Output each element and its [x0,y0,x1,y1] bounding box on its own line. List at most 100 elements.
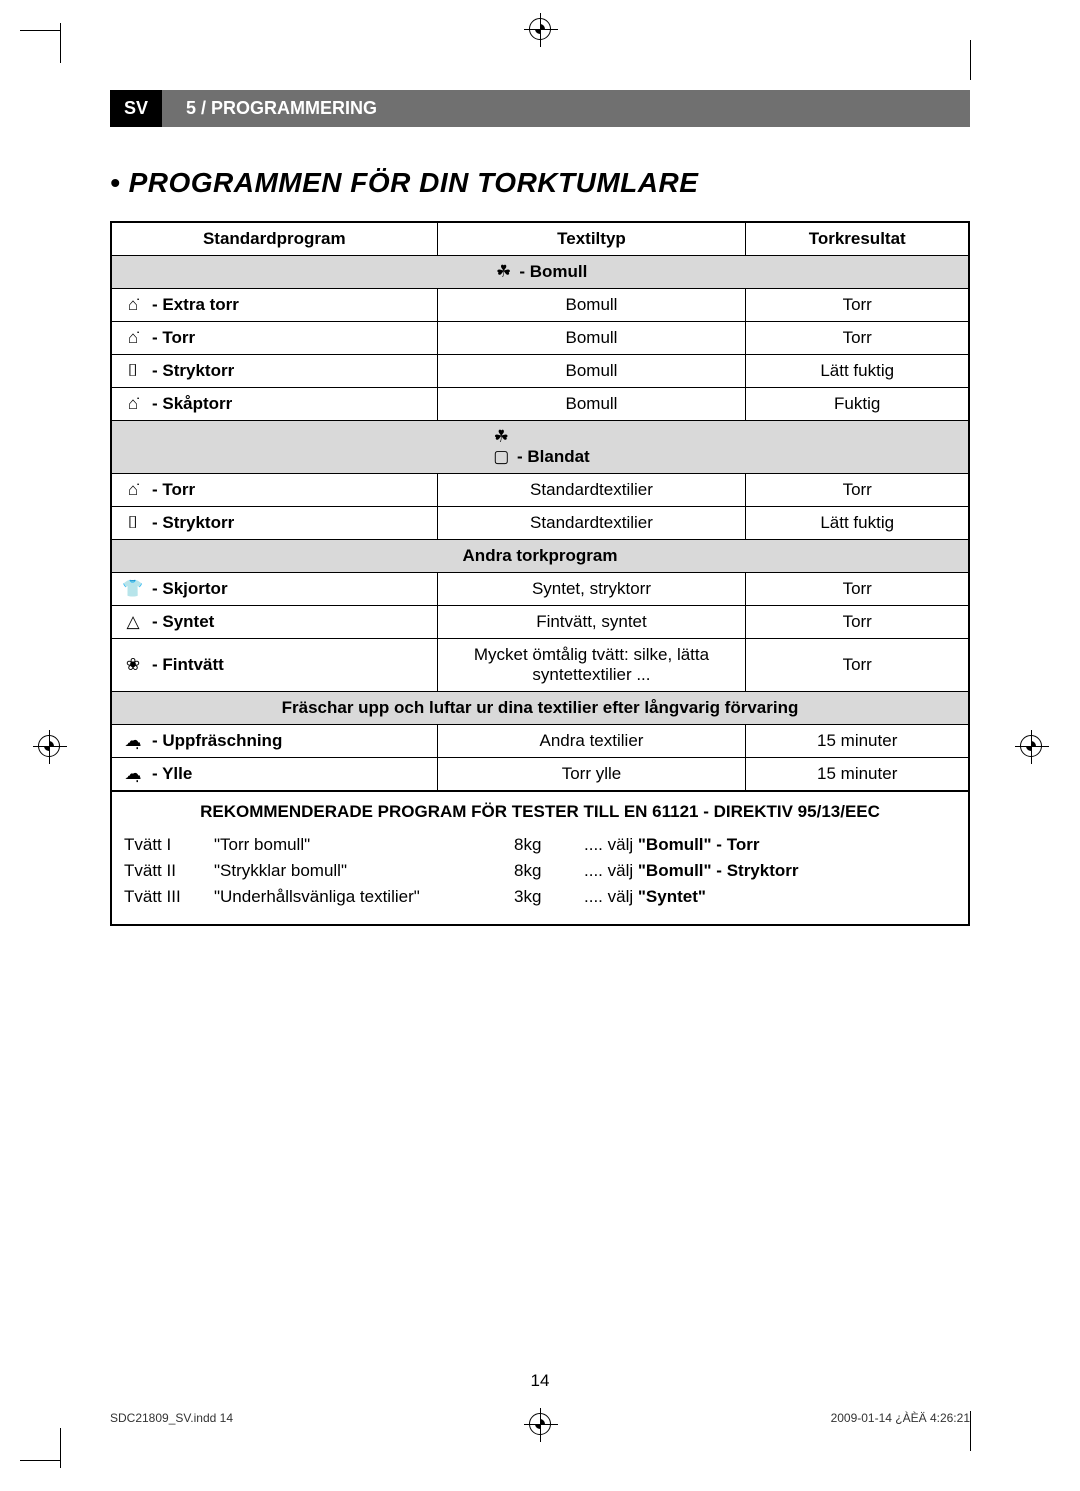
program-name: - Torr [152,328,195,348]
program-cell: ❀ - Fintvätt [111,639,437,692]
cupboard-dry-icon: ⌂̇ [122,394,144,414]
wash-label: Tvätt I [124,835,214,855]
recommended-row: Tvätt III"Underhållsvänliga textilier"3k… [124,884,956,910]
table-row: ❀ - FintvättMycket ömtålig tvätt: silke,… [111,639,969,692]
textile-cell: Standardtextilier [437,474,746,507]
shirts-icon: 👕 [122,579,144,599]
registration-mark-icon [529,18,551,40]
program-cell: ⌂̇ - Extra torr [111,289,437,322]
program-cell: ⌂̇ - Skåptorr [111,388,437,421]
program-cell: ⌷ - Stryktorr [111,355,437,388]
table-row: ☁̣ - UppfräschningAndra textilier15 minu… [111,725,969,758]
recommended-row: Tvätt I"Torr bomull"8kg.... välj "Bomull… [124,832,956,858]
result-cell: Torr [746,474,969,507]
result-cell: Torr [746,289,969,322]
dry-icon: ⌂̇ [122,480,144,500]
result-cell: 15 minuter [746,758,969,792]
col-header-result: Torkresultat [746,222,969,256]
wash-label: Tvätt III [124,887,214,907]
category-row: Andra torkprogram [111,540,969,573]
dry-icon: ⌂̇ [122,328,144,348]
table-row: ⌂̇ - TorrStandardtextilierTorr [111,474,969,507]
wash-weight: 3kg [514,887,584,907]
program-name: - Extra torr [152,295,239,315]
category-row: ☘ - Bomull [111,256,969,289]
wash-description: "Torr bomull" [214,835,514,855]
wash-weight: 8kg [514,861,584,881]
footer-right: 2009-01-14 ¿ÀÈÄ 4:26:21 [831,1411,970,1425]
table-row: ☁̣ - YlleTorr ylle15 minuter [111,758,969,792]
page-content: SV 5 / PROGRAMMERING • PROGRAMMEN FÖR DI… [110,90,970,926]
result-cell: 15 minuter [746,725,969,758]
result-cell: Lätt fuktig [746,355,969,388]
table-row: ⌷ - StryktorrBomullLätt fuktig [111,355,969,388]
program-name: - Stryktorr [152,361,234,381]
language-tag: SV [110,90,162,127]
iron-dry-icon: ⌷ [122,513,144,533]
program-name: - Stryktorr [152,513,234,533]
program-cell: ☁̣ - Uppfräschning [111,725,437,758]
programs-table: Standardprogram Textiltyp Torkresultat ☘… [110,221,970,792]
wash-description: "Underhållsvänliga textilier" [214,887,514,907]
footer-left: SDC21809_SV.indd 14 [110,1411,233,1425]
textile-cell: Bomull [437,289,746,322]
page-title: • PROGRAMMEN FÖR DIN TORKTUMLARE [110,167,970,199]
table-row: ⌂̇ - TorrBomullTorr [111,322,969,355]
extra-dry-icon: ⌂̇ [122,295,144,315]
registration-mark-icon [1020,735,1042,757]
section-title: 5 / PROGRAMMERING [162,90,970,127]
header-bar: SV 5 / PROGRAMMERING [110,90,970,127]
wash-description: "Strykklar bomull" [214,861,514,881]
program-name: - Uppfräschning [152,731,282,751]
program-cell: △ - Syntet [111,606,437,639]
program-cell: ⌷ - Stryktorr [111,507,437,540]
program-name: - Syntet [152,612,214,632]
table-row: △ - SyntetFintvätt, syntetTorr [111,606,969,639]
mixed-icon: ☘▢ [490,427,512,467]
result-cell: Fuktig [746,388,969,421]
recommended-row: Tvätt II"Strykklar bomull"8kg.... välj "… [124,858,956,884]
result-cell: Torr [746,639,969,692]
frame-line [970,1411,971,1451]
col-header-textile: Textiltyp [437,222,746,256]
textile-cell: Bomull [437,355,746,388]
refresh-icon: ☁̣ [122,731,144,751]
textile-cell: Fintvätt, syntet [437,606,746,639]
program-cell: ⌂̇ - Torr [111,474,437,507]
frame-line [970,40,971,80]
wash-choice: .... välj "Bomull" - Stryktorr [584,861,956,881]
cotton-icon: ☘ [493,262,515,282]
col-header-program: Standardprogram [111,222,437,256]
result-cell: Torr [746,322,969,355]
recommended-box: REKOMMENDERADE PROGRAM FÖR TESTER TILL E… [110,792,970,926]
wool-icon: ☁̣ [122,764,144,784]
program-cell: ⌂̇ - Torr [111,322,437,355]
program-cell: 👕 - Skjortor [111,573,437,606]
program-name: - Skåptorr [152,394,232,414]
program-name: - Ylle [152,764,192,784]
wash-weight: 8kg [514,835,584,855]
program-name: - Torr [152,480,195,500]
textile-cell: Torr ylle [437,758,746,792]
category-row: ☘▢ - Blandat [111,421,969,474]
wash-choice: .... välj "Syntet" [584,887,956,907]
textile-cell: Bomull [437,388,746,421]
result-cell: Torr [746,573,969,606]
table-row: 👕 - SkjortorSyntet, stryktorrTorr [111,573,969,606]
textile-cell: Mycket ömtålig tvätt: silke, lätta synte… [437,639,746,692]
table-row: ⌂̇ - Extra torrBomullTorr [111,289,969,322]
category-row: Fräschar upp och luftar ur dina textilie… [111,692,969,725]
iron-dry-icon: ⌷ [122,361,144,381]
textile-cell: Standardtextilier [437,507,746,540]
program-cell: ☁̣ - Ylle [111,758,437,792]
crop-mark [20,30,60,31]
textile-cell: Bomull [437,322,746,355]
registration-mark-icon [38,735,60,757]
crop-mark [20,1460,60,1461]
recommended-title: REKOMMENDERADE PROGRAM FÖR TESTER TILL E… [124,802,956,822]
textile-cell: Syntet, stryktorr [437,573,746,606]
textile-cell: Andra textilier [437,725,746,758]
wash-choice: .... välj "Bomull" - Torr [584,835,956,855]
result-cell: Torr [746,606,969,639]
result-cell: Lätt fuktig [746,507,969,540]
